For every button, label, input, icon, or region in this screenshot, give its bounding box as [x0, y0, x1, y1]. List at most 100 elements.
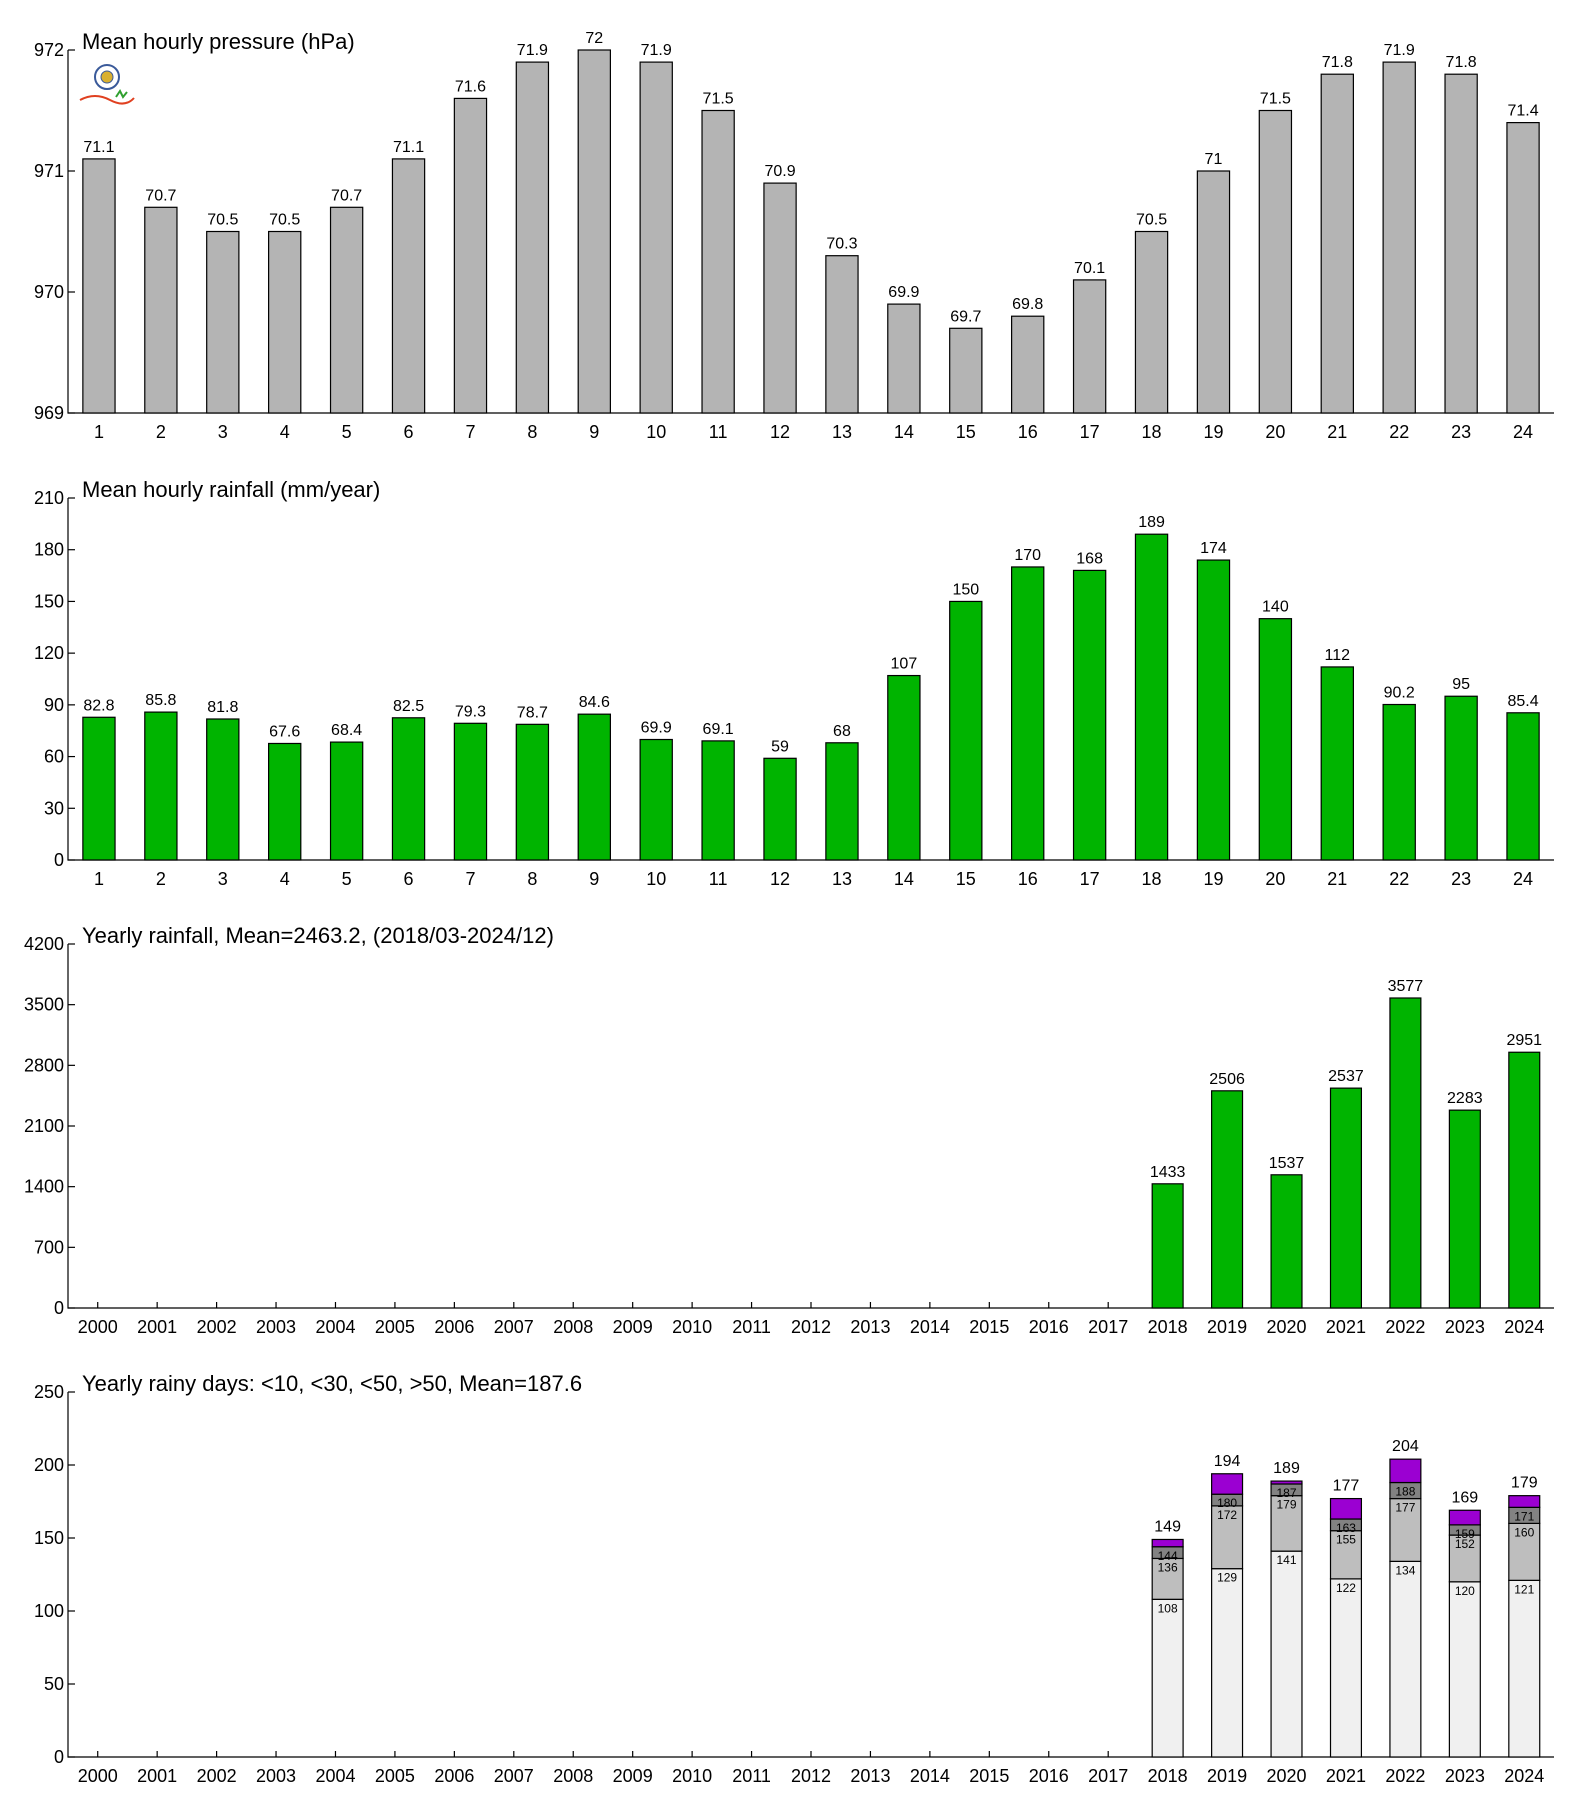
value-label: 107: [891, 656, 918, 673]
y-tick-label: 200: [34, 1455, 64, 1475]
segment-label: 108: [1158, 1601, 1178, 1615]
bar: [1151, 1183, 1184, 1309]
x-tick-label: 2022: [1385, 1766, 1425, 1786]
bar: [515, 723, 550, 861]
bar: [1389, 997, 1422, 1309]
x-tick-label: 12: [770, 422, 790, 442]
value-label: 71.9: [1384, 42, 1415, 59]
stack-segment-1: [1329, 1578, 1363, 1758]
bar: [825, 742, 859, 861]
y-tick-label: 30: [44, 798, 64, 818]
x-tick-label: 1: [94, 869, 104, 889]
x-tick-label: 15: [956, 422, 976, 442]
x-tick-label: 17: [1080, 869, 1100, 889]
x-tick-label: 2022: [1385, 1317, 1425, 1337]
value-label: 140: [1262, 599, 1289, 616]
logo-icon: [79, 64, 135, 105]
x-tick-label: 2019: [1207, 1766, 1247, 1786]
bar: [577, 49, 611, 414]
bar: [329, 206, 364, 414]
segment-label: 141: [1277, 1553, 1297, 1567]
stack-segment-1: [1211, 1568, 1244, 1758]
stack-segment-1: [1151, 1598, 1184, 1758]
segment-label: 144: [1158, 1549, 1178, 1563]
x-tick-label: 23: [1451, 869, 1471, 889]
y-tick-label: 100: [34, 1601, 64, 1621]
value-label: 71.8: [1446, 54, 1477, 71]
value-label: 71.8: [1322, 54, 1353, 71]
bar: [1072, 569, 1107, 861]
bar: [1506, 121, 1540, 414]
value-label: 82.5: [393, 698, 424, 715]
x-tick-label: 10: [646, 869, 666, 889]
value-label: 170: [1014, 547, 1041, 564]
x-tick-label: 2013: [850, 1766, 890, 1786]
segment-label: 187: [1277, 1486, 1297, 1500]
x-tick-label: 24: [1513, 422, 1533, 442]
bar: [82, 158, 116, 414]
value-label: 70.7: [331, 187, 362, 204]
value-label: 59: [771, 738, 789, 755]
value-label: 168: [1076, 550, 1103, 567]
bar: [701, 740, 735, 861]
total-label: 194: [1214, 1453, 1241, 1470]
chart-title: Yearly rainy days: <10, <30, <50, >50, M…: [82, 1371, 582, 1396]
x-tick-label: 2009: [613, 1766, 653, 1786]
segment-label: 188: [1395, 1485, 1415, 1499]
x-tick-label: 2016: [1029, 1317, 1069, 1337]
y-tick-label: 0: [54, 1298, 64, 1318]
bar: [949, 327, 983, 414]
x-tick-label: 2012: [791, 1317, 831, 1337]
bar: [887, 303, 921, 414]
y-tick-label: 2800: [24, 1055, 64, 1075]
x-tick-label: 2014: [910, 1766, 950, 1786]
y-tick-label: 60: [44, 747, 64, 767]
chart-title: Yearly rainfall, Mean=2463.2, (2018/03-2…: [82, 923, 554, 948]
x-tick-label: 20: [1265, 869, 1285, 889]
value-label: 69.9: [641, 720, 672, 737]
segment-label: 171: [1514, 1509, 1534, 1523]
stack-segment-4: [1211, 1473, 1244, 1495]
value-label: 69.9: [888, 284, 919, 301]
value-label: 69.1: [703, 721, 734, 738]
y-tick-label: 3500: [24, 995, 64, 1015]
total-label: 179: [1511, 1475, 1538, 1492]
x-tick-label: 2001: [137, 1317, 177, 1337]
x-tick-label: 4: [280, 422, 290, 442]
x-tick-label: 13: [832, 422, 852, 442]
bar: [206, 718, 240, 861]
stack-segment-2: [1389, 1497, 1422, 1562]
x-tick-label: 2006: [434, 1766, 474, 1786]
bar: [1448, 1109, 1481, 1309]
value-label: 85.8: [145, 692, 176, 709]
y-tick-label: 120: [34, 643, 64, 663]
value-label: 69.8: [1012, 296, 1043, 313]
value-label: 72: [585, 30, 603, 47]
y-tick-label: 250: [34, 1382, 64, 1402]
bar: [453, 97, 488, 414]
bar: [515, 61, 550, 414]
x-tick-label: 2020: [1266, 1766, 1306, 1786]
bar: [1258, 618, 1293, 861]
segment-label: 155: [1336, 1533, 1356, 1547]
x-tick-label: 22: [1389, 869, 1409, 889]
y-tick-label: 971: [34, 161, 64, 181]
value-label: 71.6: [455, 78, 486, 95]
segment-label: 160: [1514, 1525, 1534, 1539]
x-tick-label: 2023: [1445, 1766, 1485, 1786]
y-tick-label: 210: [34, 488, 64, 508]
y-tick-label: 50: [44, 1674, 64, 1694]
x-tick-label: 5: [342, 422, 352, 442]
total-label: 204: [1392, 1438, 1419, 1455]
segment-label: 120: [1455, 1584, 1475, 1598]
value-label: 85.4: [1507, 693, 1538, 710]
x-tick-label: 2003: [256, 1766, 296, 1786]
x-tick-label: 2024: [1504, 1317, 1544, 1337]
bar: [206, 230, 240, 414]
y-tick-label: 969: [34, 403, 64, 423]
segment-label: 129: [1217, 1571, 1237, 1585]
value-label: 70.7: [145, 187, 176, 204]
x-tick-label: 4: [280, 869, 290, 889]
x-tick-label: 2006: [434, 1317, 474, 1337]
value-label: 2951: [1506, 1032, 1542, 1049]
